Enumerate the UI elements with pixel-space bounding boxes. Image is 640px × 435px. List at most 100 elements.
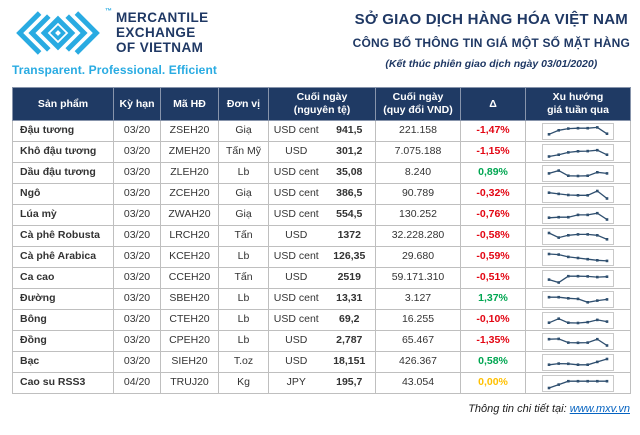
contract-code: LRCH20 bbox=[160, 225, 219, 248]
trend-sparkline bbox=[542, 332, 614, 350]
delta-value: -0,76% bbox=[460, 204, 526, 227]
trend-sparkline-cell bbox=[525, 120, 631, 143]
table-body: Đậu tương 03/20 ZSEH20 Giạ USD cent 941,5 221.… bbox=[12, 120, 631, 395]
brand-name-line1: MERCANTILE bbox=[116, 10, 209, 25]
trend-sparkline bbox=[542, 185, 614, 203]
table-row: Đồng 03/20 CPEH20 Lb USD 2,787 65.467 -1,35% bbox=[12, 330, 631, 353]
contract-code: SBEH20 bbox=[160, 288, 219, 311]
product-name: Ca cao bbox=[12, 267, 114, 290]
close-vnd-value: 43.054 bbox=[375, 372, 461, 395]
close-vnd-value: 65.467 bbox=[375, 330, 461, 353]
unit-value: Giạ bbox=[218, 183, 269, 206]
unit-value: Lb bbox=[218, 162, 269, 185]
unit-value: Kg bbox=[218, 372, 269, 395]
trend-sparkline-cell bbox=[525, 330, 631, 353]
term-value: 03/20 bbox=[113, 204, 161, 227]
trend-sparkline-cell bbox=[525, 204, 631, 227]
unit-value: Lb bbox=[218, 330, 269, 353]
product-name: Đường bbox=[12, 288, 114, 311]
trend-sparkline-cell bbox=[525, 288, 631, 311]
table-row: Ngô 03/20 ZCEH20 Giạ USD cent 386,5 90.789 -0,3… bbox=[12, 183, 631, 206]
header: ™ MERCANTILE EXCHANGE OF VIETNAM Transpa… bbox=[12, 6, 630, 77]
contract-code: CTEH20 bbox=[160, 309, 219, 332]
product-name: Ngô bbox=[12, 183, 114, 206]
col-header-code: Mã HĐ bbox=[160, 86, 219, 122]
price-table: Sản phẩm Kỳ hạn Mã HĐ Đơn vị Cuối ngày (… bbox=[12, 86, 631, 395]
table-row: Dầu đậu tương 03/20 ZLEH20 Lb USD cent 35,08 8… bbox=[12, 162, 631, 185]
term-value: 03/20 bbox=[113, 141, 161, 164]
unit-value: T.oz bbox=[218, 351, 269, 374]
trend-sparkline bbox=[542, 269, 614, 287]
contract-code: ZSEH20 bbox=[160, 120, 219, 143]
trend-sparkline-cell bbox=[525, 162, 631, 185]
trend-sparkline bbox=[542, 290, 614, 308]
close-vnd-value: 29.680 bbox=[375, 246, 461, 269]
currency-label: USD cent bbox=[268, 120, 324, 143]
delta-value: -0,58% bbox=[460, 225, 526, 248]
delta-value: 1,37% bbox=[460, 288, 526, 311]
delta-value: -0,10% bbox=[460, 309, 526, 332]
contract-code: ZLEH20 bbox=[160, 162, 219, 185]
product-name: Cà phê Arabica bbox=[12, 246, 114, 269]
table-row: Cà phê Arabica 03/20 KCEH20 Lb USD cent 126,3… bbox=[12, 246, 631, 269]
product-name: Bông bbox=[12, 309, 114, 332]
col-header-close-native: Cuối ngày (nguyên tệ) bbox=[268, 86, 376, 122]
table-row: Bạc 03/20 SIEH20 T.oz USD 18,151 426.367 0,58% bbox=[12, 351, 631, 374]
close-native-value: 386,5 bbox=[323, 183, 376, 206]
trend-sparkline-cell bbox=[525, 141, 631, 164]
trend-sparkline-cell bbox=[525, 183, 631, 206]
table-row: Ca cao 03/20 CCEH20 Tấn USD 2519 59.171.310 -0,… bbox=[12, 267, 631, 290]
trend-sparkline bbox=[542, 164, 614, 182]
close-native-value: 2,787 bbox=[323, 330, 376, 353]
trend-sparkline-cell bbox=[525, 225, 631, 248]
session-date-note: (Kết thúc phiên giao dịch ngày 03/01/202… bbox=[385, 58, 598, 70]
close-vnd-value: 7.075.188 bbox=[375, 141, 461, 164]
page-title: SỞ GIAO DỊCH HÀNG HÓA VIỆT NAM bbox=[354, 11, 628, 28]
product-name: Bạc bbox=[12, 351, 114, 374]
unit-value: Tấn bbox=[218, 267, 269, 290]
close-native-value: 13,31 bbox=[323, 288, 376, 311]
col-header-delta: Δ bbox=[460, 86, 526, 122]
trend-sparkline bbox=[542, 122, 614, 140]
term-value: 03/20 bbox=[113, 246, 161, 269]
brand-name-line2: EXCHANGE bbox=[116, 24, 196, 40]
table-row: Cà phê Robusta 03/20 LRCH20 Tấn USD 1372 32.22… bbox=[12, 225, 631, 248]
trend-sparkline-cell bbox=[525, 309, 631, 332]
term-value: 03/20 bbox=[113, 351, 161, 374]
unit-value: Tấn Mỹ bbox=[218, 141, 269, 164]
term-value: 03/20 bbox=[113, 162, 161, 185]
delta-value: 0,00% bbox=[460, 372, 526, 395]
delta-value: 0,58% bbox=[460, 351, 526, 374]
trademark-symbol: ™ bbox=[105, 8, 112, 15]
delta-value: -1,35% bbox=[460, 330, 526, 353]
delta-value: -0,32% bbox=[460, 183, 526, 206]
trend-sparkline bbox=[542, 248, 614, 266]
currency-label: USD cent bbox=[268, 204, 324, 227]
currency-label: USD bbox=[268, 330, 324, 353]
footer-link[interactable]: www.mxv.vn bbox=[569, 403, 630, 416]
close-vnd-value: 221.158 bbox=[375, 120, 461, 143]
close-vnd-value: 16.255 bbox=[375, 309, 461, 332]
col-header-term: Kỳ hạn bbox=[113, 86, 161, 122]
currency-label: USD bbox=[268, 351, 324, 374]
close-native-value: 554,5 bbox=[323, 204, 376, 227]
brand-name-line3: OF VIETNAM bbox=[116, 39, 204, 55]
term-value: 03/20 bbox=[113, 330, 161, 353]
currency-label: USD cent bbox=[268, 288, 324, 311]
brand-name: MERCANTILE EXCHANGE OF VIETNAM bbox=[116, 10, 209, 56]
term-value: 03/20 bbox=[113, 183, 161, 206]
trend-sparkline bbox=[542, 353, 614, 371]
trend-sparkline bbox=[542, 227, 614, 245]
close-vnd-value: 32.228.280 bbox=[375, 225, 461, 248]
contract-code: CCEH20 bbox=[160, 267, 219, 290]
close-native-value: 35,08 bbox=[323, 162, 376, 185]
close-native-value: 941,5 bbox=[323, 120, 376, 143]
contract-code: TRUJ20 bbox=[160, 372, 219, 395]
currency-label: USD bbox=[268, 141, 324, 164]
trend-sparkline bbox=[542, 143, 614, 161]
contract-code: ZCEH20 bbox=[160, 183, 219, 206]
currency-label: USD cent bbox=[268, 162, 324, 185]
trend-sparkline-cell bbox=[525, 246, 631, 269]
currency-label: JPY bbox=[268, 372, 324, 395]
